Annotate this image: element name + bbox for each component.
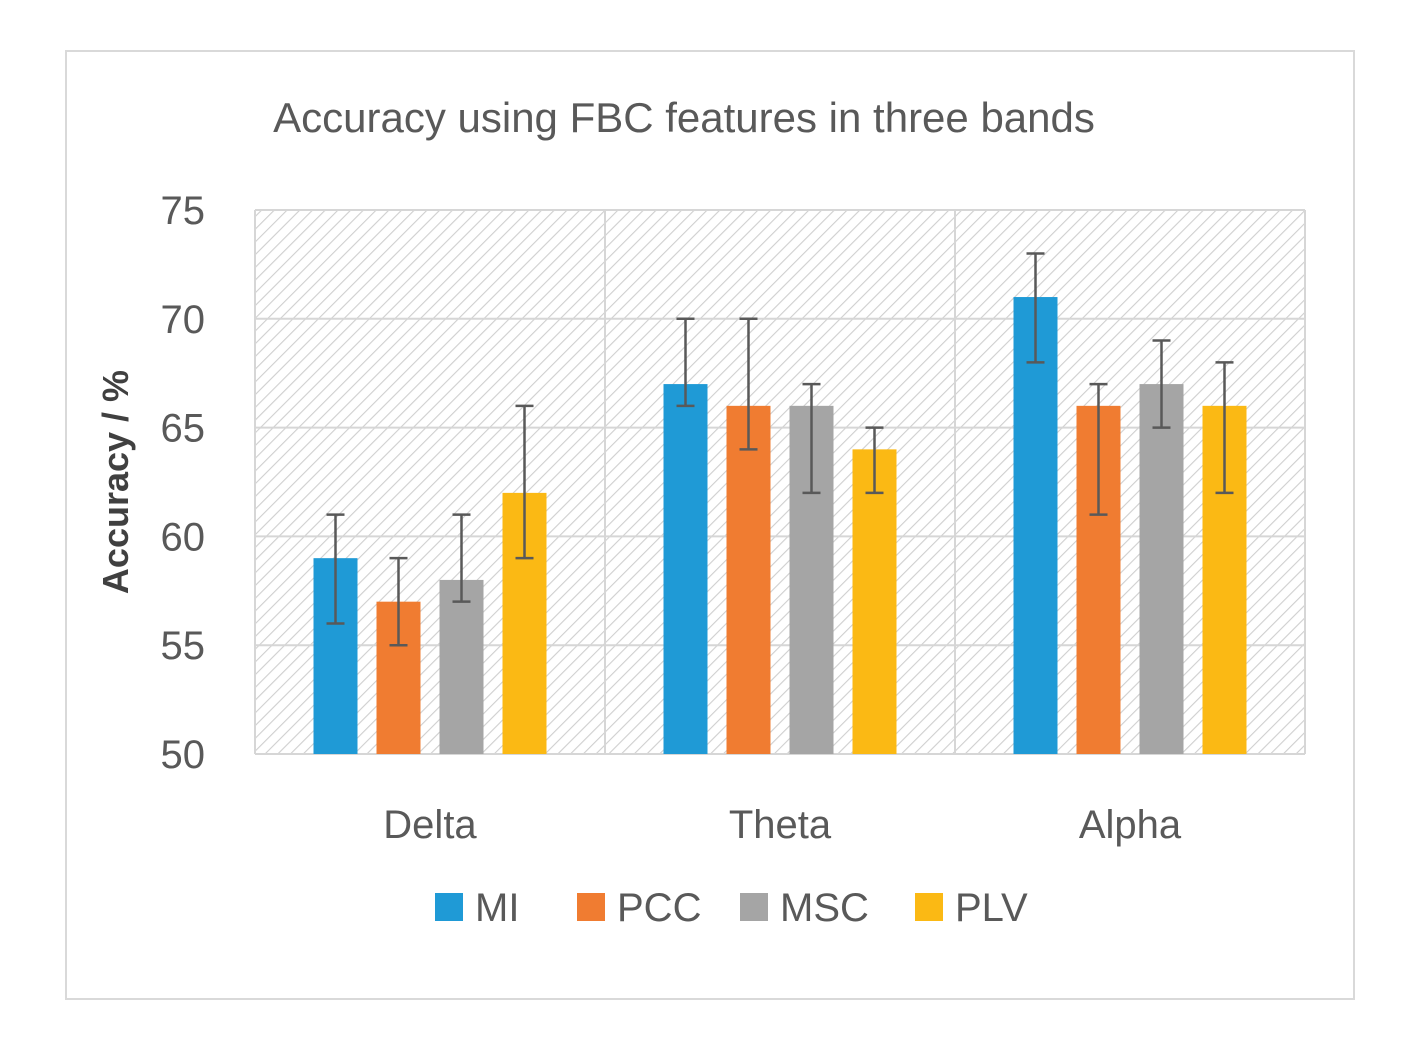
error-bar-msc-alpha (1152, 339, 1171, 429)
error-bar-mi-delta (326, 513, 345, 625)
y-tick-label: 70 (161, 298, 206, 342)
error-bar-msc-theta (802, 382, 821, 495)
legend-swatch (435, 893, 463, 921)
legend: MI PCC MSC PLV (435, 886, 1028, 930)
bar-pcc-theta (726, 405, 771, 754)
error-bar-pcc-alpha (1089, 382, 1108, 516)
y-tick-label: 50 (161, 733, 206, 777)
y-tick-label: 75 (161, 189, 206, 233)
bar-mi-theta (663, 384, 708, 754)
bar-mi-alpha (1013, 297, 1058, 754)
y-tick-label: 65 (161, 407, 206, 451)
error-bars (326, 252, 1234, 647)
x-tick-label: Theta (729, 803, 832, 847)
error-bar-plv-alpha (1215, 361, 1234, 495)
x-tick-label: Delta (383, 803, 477, 847)
chart-title: Accuracy using FBC features in three ban… (273, 94, 1095, 141)
legend-label: PCC (617, 886, 701, 930)
error-bar-plv-theta (865, 426, 884, 495)
y-axis-ticks: 50 55 60 65 70 75 (161, 189, 206, 777)
y-axis-label: Accuracy / % (95, 370, 136, 594)
legend-label: MI (475, 886, 519, 930)
error-bar-mi-theta (676, 317, 695, 408)
legend-item-plv: PLV (915, 886, 1028, 930)
bar-msc-delta (439, 579, 484, 754)
error-bar-mi-alpha (1026, 252, 1045, 364)
legend-item-pcc: PCC (577, 886, 701, 930)
legend-swatch (915, 893, 943, 921)
legend-item-mi: MI (435, 886, 519, 930)
x-axis-ticks: Delta Theta Alpha (383, 803, 1182, 847)
error-bar-msc-delta (452, 513, 471, 603)
legend-swatch (740, 893, 768, 921)
x-tick-label: Alpha (1079, 803, 1182, 847)
error-bar-pcc-theta (739, 317, 758, 451)
error-bar-plv-delta (515, 404, 534, 560)
legend-swatch (577, 893, 605, 921)
bar-plv-theta (852, 449, 897, 754)
bar-msc-alpha (1139, 384, 1184, 754)
bars (313, 297, 1247, 754)
legend-item-msc: MSC (740, 886, 869, 930)
plot-area (255, 210, 1305, 754)
legend-label: PLV (955, 886, 1028, 930)
legend-label: MSC (780, 886, 869, 930)
grid-lines (254, 209, 1306, 755)
y-tick-label: 60 (161, 515, 206, 559)
y-tick-label: 55 (161, 624, 206, 668)
error-bar-pcc-delta (389, 556, 408, 647)
